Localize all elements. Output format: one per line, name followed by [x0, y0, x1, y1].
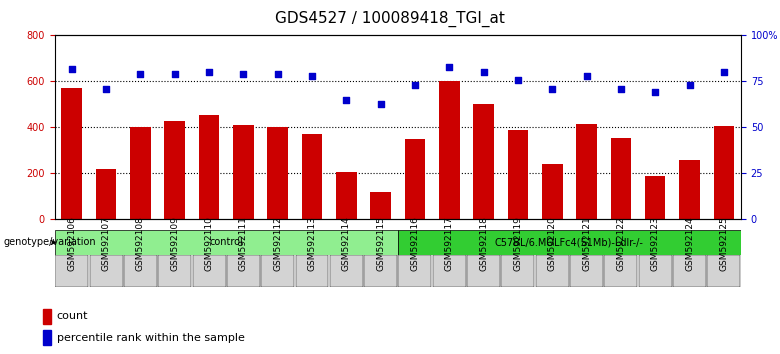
Bar	[714, 126, 734, 219]
Bar	[570, 255, 603, 287]
Bar	[576, 124, 597, 219]
Text: GSM592123: GSM592123	[651, 216, 660, 271]
Text: GSM592120: GSM592120	[548, 216, 557, 271]
Text: control: control	[209, 238, 243, 247]
Text: GSM592111: GSM592111	[239, 216, 248, 271]
Point	[649, 90, 661, 95]
Point	[237, 71, 250, 77]
Text: GSM592117: GSM592117	[445, 216, 454, 271]
Point	[477, 69, 490, 75]
Bar	[502, 255, 534, 287]
Text: GSM592125: GSM592125	[719, 216, 729, 271]
Point	[512, 77, 524, 82]
Bar	[536, 255, 569, 287]
Bar	[296, 255, 328, 287]
Bar	[542, 164, 562, 219]
Point	[374, 101, 387, 106]
Text: GSM592116: GSM592116	[410, 216, 420, 271]
Bar	[158, 255, 191, 287]
Text: GSM592108: GSM592108	[136, 216, 145, 271]
Point	[615, 86, 627, 92]
Point	[134, 71, 147, 77]
Text: GSM592113: GSM592113	[307, 216, 317, 271]
Bar	[398, 230, 741, 255]
Bar	[199, 115, 219, 219]
Bar	[679, 160, 700, 219]
Bar	[165, 120, 185, 219]
Bar	[43, 309, 51, 324]
Point	[340, 97, 353, 103]
Text: percentile rank within the sample: percentile rank within the sample	[56, 332, 244, 343]
Bar	[96, 169, 116, 219]
Text: GSM592106: GSM592106	[67, 216, 76, 271]
Text: GSM592107: GSM592107	[101, 216, 111, 271]
Bar	[43, 330, 51, 345]
Bar	[55, 255, 88, 287]
Point	[306, 73, 318, 79]
Bar	[302, 134, 322, 219]
Bar	[233, 125, 254, 219]
Text: GSM592112: GSM592112	[273, 216, 282, 271]
Bar	[405, 139, 425, 219]
Text: GSM592121: GSM592121	[582, 216, 591, 271]
Bar	[508, 130, 528, 219]
Bar	[673, 255, 706, 287]
Text: GSM592119: GSM592119	[513, 216, 523, 271]
Bar	[193, 255, 225, 287]
Bar	[330, 255, 363, 287]
Text: GSM592109: GSM592109	[170, 216, 179, 271]
Bar	[467, 255, 500, 287]
Text: C57BL/6.MOLFc4(51Mb)-Ldlr-/-: C57BL/6.MOLFc4(51Mb)-Ldlr-/-	[495, 238, 644, 247]
Bar	[707, 255, 740, 287]
Point	[683, 82, 696, 88]
Point	[580, 73, 593, 79]
Bar	[370, 192, 391, 219]
Bar	[124, 255, 157, 287]
Bar	[439, 81, 459, 219]
Point	[718, 69, 730, 75]
Bar	[473, 104, 494, 219]
Text: genotype/variation: genotype/variation	[3, 238, 96, 247]
Point	[100, 86, 112, 92]
Point	[203, 69, 215, 75]
Point	[168, 71, 181, 77]
Point	[409, 82, 421, 88]
Point	[271, 71, 284, 77]
Bar	[399, 255, 431, 287]
Text: count: count	[56, 311, 88, 321]
Bar	[639, 255, 672, 287]
Bar	[364, 255, 397, 287]
Bar	[336, 172, 356, 219]
Text: GSM592115: GSM592115	[376, 216, 385, 271]
Bar	[433, 255, 466, 287]
Text: GSM592118: GSM592118	[479, 216, 488, 271]
Bar	[604, 255, 637, 287]
Bar	[611, 138, 631, 219]
Text: GSM592114: GSM592114	[342, 216, 351, 271]
Bar	[261, 255, 294, 287]
Bar	[645, 176, 665, 219]
Bar	[62, 88, 82, 219]
Text: GSM592122: GSM592122	[616, 216, 626, 271]
Text: GSM592124: GSM592124	[685, 216, 694, 271]
Point	[66, 66, 78, 72]
Bar	[268, 127, 288, 219]
Bar	[55, 230, 398, 255]
Bar	[130, 127, 151, 219]
Point	[443, 64, 456, 69]
Text: GSM592110: GSM592110	[204, 216, 214, 271]
Bar	[227, 255, 260, 287]
Text: GDS4527 / 100089418_TGI_at: GDS4527 / 100089418_TGI_at	[275, 11, 505, 27]
Point	[546, 86, 558, 92]
Bar	[90, 255, 122, 287]
